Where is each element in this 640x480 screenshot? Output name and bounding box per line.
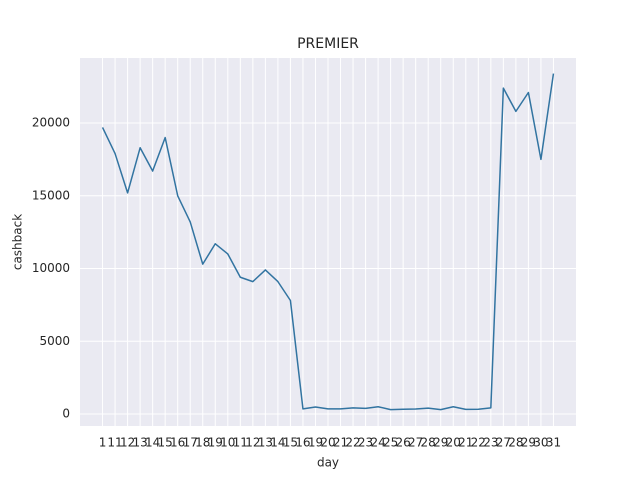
y-tick-label: 0 [62, 406, 70, 420]
x-tick-label: 21 [458, 436, 473, 450]
x-tick-label: 10 [220, 436, 235, 450]
x-axis-label: day [317, 456, 339, 470]
x-tick-label: 14 [270, 436, 285, 450]
x-tick-label: 16 [295, 436, 310, 450]
x-tick-label: 13 [258, 436, 273, 450]
x-tick-label: 13 [132, 436, 147, 450]
x-tick-label: 12 [245, 436, 260, 450]
x-tick-label: 19 [208, 436, 223, 450]
x-tick-label: 28 [421, 436, 436, 450]
x-tick-label: 29 [433, 436, 448, 450]
x-tick-label: 18 [195, 436, 210, 450]
x-tick-label: 16 [170, 436, 185, 450]
x-tick-label: 25 [383, 436, 398, 450]
x-tick-label: 15 [158, 436, 173, 450]
x-tick-label: 22 [471, 436, 486, 450]
x-tick-label: 11 [233, 436, 248, 450]
y-tick-label: 15000 [32, 188, 70, 202]
y-tick-label: 5000 [39, 334, 70, 348]
y-tick-label: 20000 [32, 116, 70, 130]
x-tick-label: 15 [283, 436, 298, 450]
x-tick-label: 21 [333, 436, 348, 450]
x-tick-label: 20 [446, 436, 461, 450]
x-tick-label: 11 [107, 436, 122, 450]
line [101, 73, 555, 411]
x-tick-label: 28 [508, 436, 523, 450]
x-tick-label: 19 [308, 436, 323, 450]
x-tick-label: 29 [521, 436, 536, 450]
x-tick-label: 23 [483, 436, 498, 450]
chart-title: PREMIER [297, 36, 359, 52]
x-tick-label: 1 [99, 436, 107, 450]
x-tick-label: 24 [370, 436, 385, 450]
x-tick-label: 30 [533, 436, 548, 450]
x-tick-label: 12 [120, 436, 135, 450]
y-axis-label: cashback [11, 214, 25, 270]
x-tick-label: 14 [145, 436, 160, 450]
x-tick-label: 20 [320, 436, 335, 450]
x-tick-label: 17 [183, 436, 198, 450]
y-tick-label: 10000 [32, 261, 70, 275]
x-tick-label: 27 [496, 436, 511, 450]
x-tick-label: 22 [345, 436, 360, 450]
x-tick-label: 31 [546, 436, 561, 450]
x-tick-label: 27 [408, 436, 423, 450]
x-tick-label: 26 [396, 436, 411, 450]
x-tick-label: 23 [358, 436, 373, 450]
